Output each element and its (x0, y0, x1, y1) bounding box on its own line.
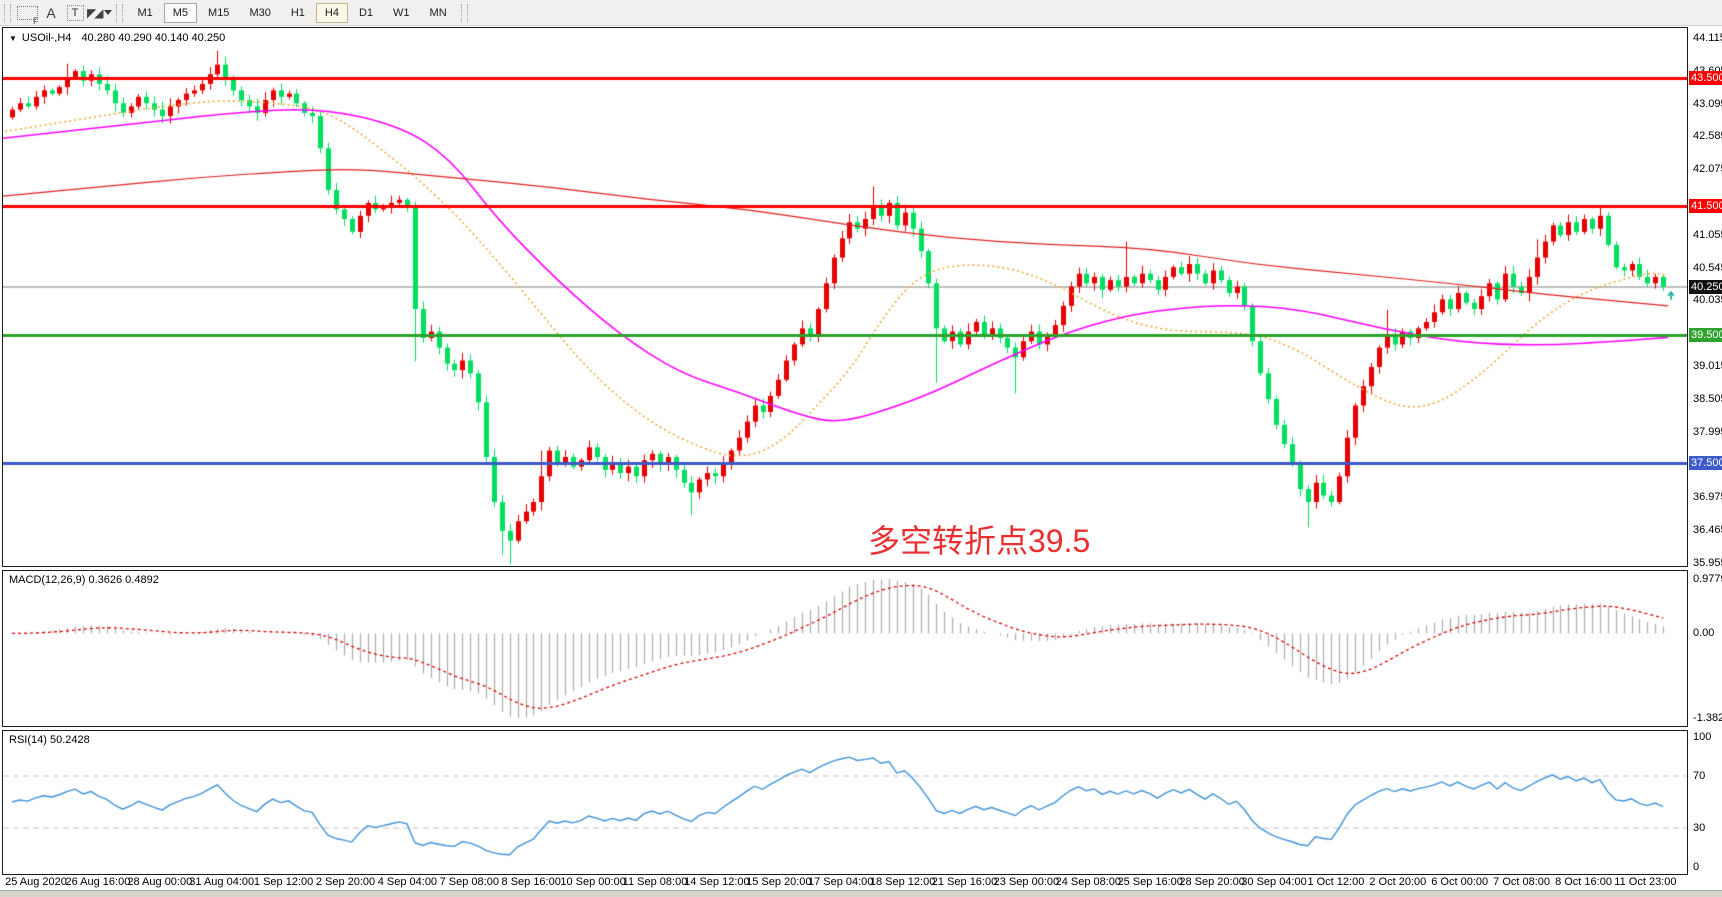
main-chart-canvas[interactable] (3, 28, 1687, 566)
time-tick: 24 Sep 08:00 (1055, 876, 1122, 888)
time-tick: 2 Oct 20:00 (1369, 876, 1427, 888)
time-tick: 1 Oct 12:00 (1307, 876, 1365, 888)
time-tick: 7 Sep 08:00 (439, 876, 499, 888)
time-tick: 26 Aug 16:00 (65, 876, 131, 888)
macd-tick: 0.00 (1693, 627, 1715, 640)
timeframe-button-h4[interactable]: H4 (315, 2, 348, 23)
symbol-ohlc: 40.280 40.290 40.140 40.250 (81, 32, 226, 44)
chart-annotation: 多空转折点39.5 (868, 523, 1091, 559)
timeframe-button-m15[interactable]: M15 (208, 6, 230, 19)
time-tick: 1 Sep 12:00 (253, 876, 314, 888)
price-level-badge: 37.500 (1689, 456, 1722, 471)
price-tick: 41.055 (1693, 228, 1722, 241)
timeframe-button-m5[interactable]: M5 (163, 2, 198, 23)
rsi-tick: 30 (1693, 822, 1706, 834)
macd-tick: -1.382 (1693, 712, 1722, 724)
time-tick: 31 Aug 04:00 (189, 876, 255, 888)
time-tick: 14 Sep 12:00 (684, 876, 750, 888)
symbol-name: USOil-,H4 (21, 32, 72, 44)
symbol-dropdown-icon[interactable]: ▼ (9, 33, 17, 43)
timeframe-button-m30[interactable]: M30 (249, 6, 271, 19)
price-level-badge: 43.500 (1689, 70, 1722, 85)
fibonacci-icon[interactable]: F (15, 2, 39, 26)
time-tick: 8 Oct 16:00 (1555, 876, 1612, 888)
time-tick: 15 Sep 20:00 (746, 876, 812, 888)
price-tick: 44.115 (1693, 31, 1722, 44)
price-tick: 37.995 (1693, 425, 1722, 438)
time-tick: 11 Sep 08:00 (622, 876, 688, 888)
macd-tick: 0.9779 (1693, 573, 1722, 585)
time-tick: 25 Sep 16:00 (1117, 876, 1183, 888)
timeframe-button-h1[interactable]: H1 (290, 6, 305, 19)
price-tick: 39.015 (1693, 359, 1722, 372)
macd-label: MACD(12,26,9) 0.3626 0.4892 (9, 574, 159, 586)
time-tick: 18 Sep 12:00 (869, 876, 936, 888)
chevron-down-icon[interactable] (104, 10, 113, 15)
time-tick: 7 Oct 08:00 (1493, 876, 1551, 888)
time-tick: 8 Sep 16:00 (501, 876, 561, 888)
time-axis[interactable]: 25 Aug 2020 26 Aug 16:00 28 Aug 00:00 31 Au… (0, 875, 1722, 890)
price-tick: 42.075 (1693, 163, 1722, 176)
rsi-label: RSI(14) 50.2428 (9, 734, 90, 746)
time-tick: 30 Sep 04:00 (1241, 876, 1307, 888)
time-tick: 21 Sep 16:00 (931, 876, 998, 888)
macd-panel: MACD(12,26,9) 0.3626 0.4892 (2, 570, 1688, 727)
price-level-badge: 39.500 (1689, 327, 1722, 342)
timeframe-button-mn[interactable]: MN (429, 6, 447, 19)
price-tick: 36.975 (1693, 491, 1722, 504)
price-tick: 38.505 (1693, 392, 1722, 405)
text-label-icon[interactable]: T (63, 2, 87, 24)
arrows-icon[interactable]: ◤◢ (87, 2, 113, 24)
price-tick: 42.585 (1693, 130, 1722, 143)
timeframe-group: M1 M5 M15 M30 H1 H4 D1 W1 MN (127, 0, 456, 25)
time-tick: 4 Sep 04:00 (377, 876, 438, 888)
price-axis[interactable]: 44.11543.60543.09542.58542.07541.05540.5… (1688, 26, 1722, 876)
text-icon[interactable]: A (46, 4, 56, 21)
time-tick: 25 Aug 2020 (5, 876, 67, 888)
time-tick: 17 Sep 04:00 (807, 876, 874, 888)
time-tick: 23 Sep 00:00 (993, 876, 1060, 888)
time-tick: 28 Aug 00:00 (127, 876, 193, 888)
rsi-panel: RSI(14) 50.2428 (2, 730, 1688, 875)
symbol-label: ▼ USOil-,H4 40.280 40.290 40.140 40.250 (9, 32, 225, 44)
time-tick: 28 Sep 20:00 (1179, 876, 1245, 888)
time-tick: 10 Sep 00:00 (560, 876, 626, 888)
toolbar: F A T ◤◢ M1 M5 M15 M30 H1 H4 D1 W1 MN (0, 0, 1722, 26)
fibonacci-icon-letter: F (33, 15, 39, 26)
rsi-tick: 0 (1693, 861, 1700, 873)
time-tick: 6 Oct 00:00 (1431, 876, 1489, 888)
timeframe-button-w1[interactable]: W1 (393, 6, 410, 19)
price-level-badge: 41.500 (1689, 199, 1722, 214)
price-tick: 36.465 (1693, 523, 1722, 536)
rsi-tick: 70 (1693, 770, 1706, 782)
rsi-tick: 100 (1693, 731, 1712, 743)
window-bottom-strip (0, 890, 1722, 897)
price-tick: 43.095 (1693, 97, 1722, 110)
toolbar-separator (116, 3, 124, 22)
price-tick: 40.545 (1693, 261, 1722, 274)
macd-canvas[interactable] (3, 571, 1687, 726)
time-tick: 2 Sep 20:00 (315, 876, 376, 888)
current-price-badge: 40.250 (1689, 279, 1722, 294)
price-tick: 35.955 (1693, 556, 1722, 569)
timeframe-button-d1[interactable]: D1 (358, 6, 374, 19)
toolbar-separator-2 (460, 3, 468, 22)
price-tick: 40.035 (1693, 294, 1722, 307)
timeframe-button-m1[interactable]: M1 (137, 6, 153, 19)
toolbar-grip[interactable] (4, 3, 11, 22)
time-tick: 11 Oct 23:00 (1614, 876, 1677, 888)
rsi-canvas[interactable] (3, 731, 1687, 874)
main-chart-panel: ▼ USOil-,H4 40.280 40.290 40.140 40.250 … (2, 27, 1688, 567)
